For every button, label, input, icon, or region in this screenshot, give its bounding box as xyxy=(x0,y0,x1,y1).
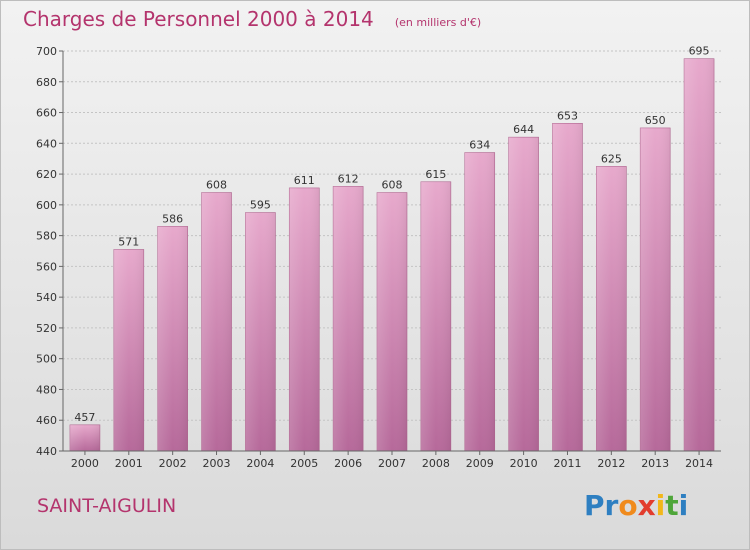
logo-letter: P xyxy=(584,489,605,522)
bar-shine-2004 xyxy=(245,212,276,451)
x-tick-label-2012: 2012 xyxy=(597,457,625,470)
logo-letter: r xyxy=(604,489,619,522)
bar-shine-2006 xyxy=(333,186,364,451)
y-tick-label: 540 xyxy=(36,291,57,304)
bar-shine-2010 xyxy=(508,137,539,451)
x-tick-label-2013: 2013 xyxy=(641,457,669,470)
value-label-2001: 571 xyxy=(118,235,139,248)
logo-letter: i xyxy=(678,489,689,522)
x-tick-label-2006: 2006 xyxy=(334,457,362,470)
y-tick-label: 620 xyxy=(36,168,57,181)
y-tick-label: 600 xyxy=(36,199,57,212)
y-tick-label: 700 xyxy=(36,45,57,58)
axis-layer xyxy=(59,50,721,455)
value-label-2004: 595 xyxy=(250,199,271,212)
y-tick-label: 660 xyxy=(36,107,57,120)
chart-title: Charges de Personnel 2000 à 2014 xyxy=(23,7,374,31)
y-tick-label: 480 xyxy=(36,383,57,396)
x-tick-label-2007: 2007 xyxy=(378,457,406,470)
value-label-2014: 695 xyxy=(689,45,710,58)
logo-letter: x xyxy=(637,489,656,522)
bar-shine-2013 xyxy=(640,127,671,451)
logo-letter: o xyxy=(618,489,638,522)
bar-shine-2002 xyxy=(157,226,188,451)
logo-letter: t xyxy=(665,489,679,522)
x-tick-label-2001: 2001 xyxy=(115,457,143,470)
value-label-2011: 653 xyxy=(557,109,578,122)
x-tick-label-2004: 2004 xyxy=(246,457,274,470)
commune-name: SAINT-AIGULIN xyxy=(37,495,177,517)
value-label-2005: 611 xyxy=(294,174,315,187)
proxiti-logo: Proxiti xyxy=(584,489,688,522)
x-tick-label-2005: 2005 xyxy=(290,457,318,470)
value-label-2003: 608 xyxy=(206,179,227,192)
y-tick-label: 560 xyxy=(36,260,57,273)
bar-shine-2003 xyxy=(201,192,232,452)
value-label-2007: 608 xyxy=(382,179,403,192)
bar-shine-2001 xyxy=(113,249,144,451)
bar-shine-2011 xyxy=(552,123,583,452)
y-tick-label: 580 xyxy=(36,230,57,243)
bar-shine-2007 xyxy=(377,192,407,452)
bar-shine-2000 xyxy=(69,424,100,451)
x-tick-label-2010: 2010 xyxy=(510,457,538,470)
y-tick-label: 500 xyxy=(36,353,57,366)
chart-subtitle: (en milliers d'€) xyxy=(394,16,482,29)
bars-layer xyxy=(69,58,715,452)
value-label-2008: 615 xyxy=(425,168,446,181)
bar-shine-2005 xyxy=(289,187,320,451)
value-label-2010: 644 xyxy=(513,123,534,136)
logo-letter: i xyxy=(655,489,666,522)
value-label-2013: 650 xyxy=(645,114,666,127)
value-label-2009: 634 xyxy=(469,139,490,152)
value-label-2006: 612 xyxy=(338,172,359,185)
x-tick-label-2008: 2008 xyxy=(422,457,450,470)
x-tick-label-2014: 2014 xyxy=(685,457,713,470)
title-row: Charges de Personnel 2000 à 2014 (en mil… xyxy=(23,7,481,31)
x-tick-label-2009: 2009 xyxy=(466,457,494,470)
y-tick-label: 520 xyxy=(36,322,57,335)
bar-shine-2008 xyxy=(420,181,451,451)
x-tick-label-2003: 2003 xyxy=(203,457,231,470)
bar-shine-2014 xyxy=(684,58,715,451)
value-label-2000: 457 xyxy=(74,411,95,424)
value-label-2002: 586 xyxy=(162,212,183,225)
y-tick-label: 680 xyxy=(36,76,57,89)
x-tick-label-2000: 2000 xyxy=(71,457,99,470)
x-tick-label-2002: 2002 xyxy=(159,457,187,470)
y-tick-label: 640 xyxy=(36,137,57,150)
bar-shine-2012 xyxy=(596,166,627,451)
bar-shine-2009 xyxy=(464,152,495,452)
value-label-2012: 625 xyxy=(601,152,622,165)
y-tick-label: 440 xyxy=(36,445,57,458)
y-tick-label: 460 xyxy=(36,414,57,427)
labels-layer: 440 460 480 500 520 540 560 580 600 620 640 660 680 7… xyxy=(36,45,713,470)
x-tick-label-2011: 2011 xyxy=(553,457,581,470)
